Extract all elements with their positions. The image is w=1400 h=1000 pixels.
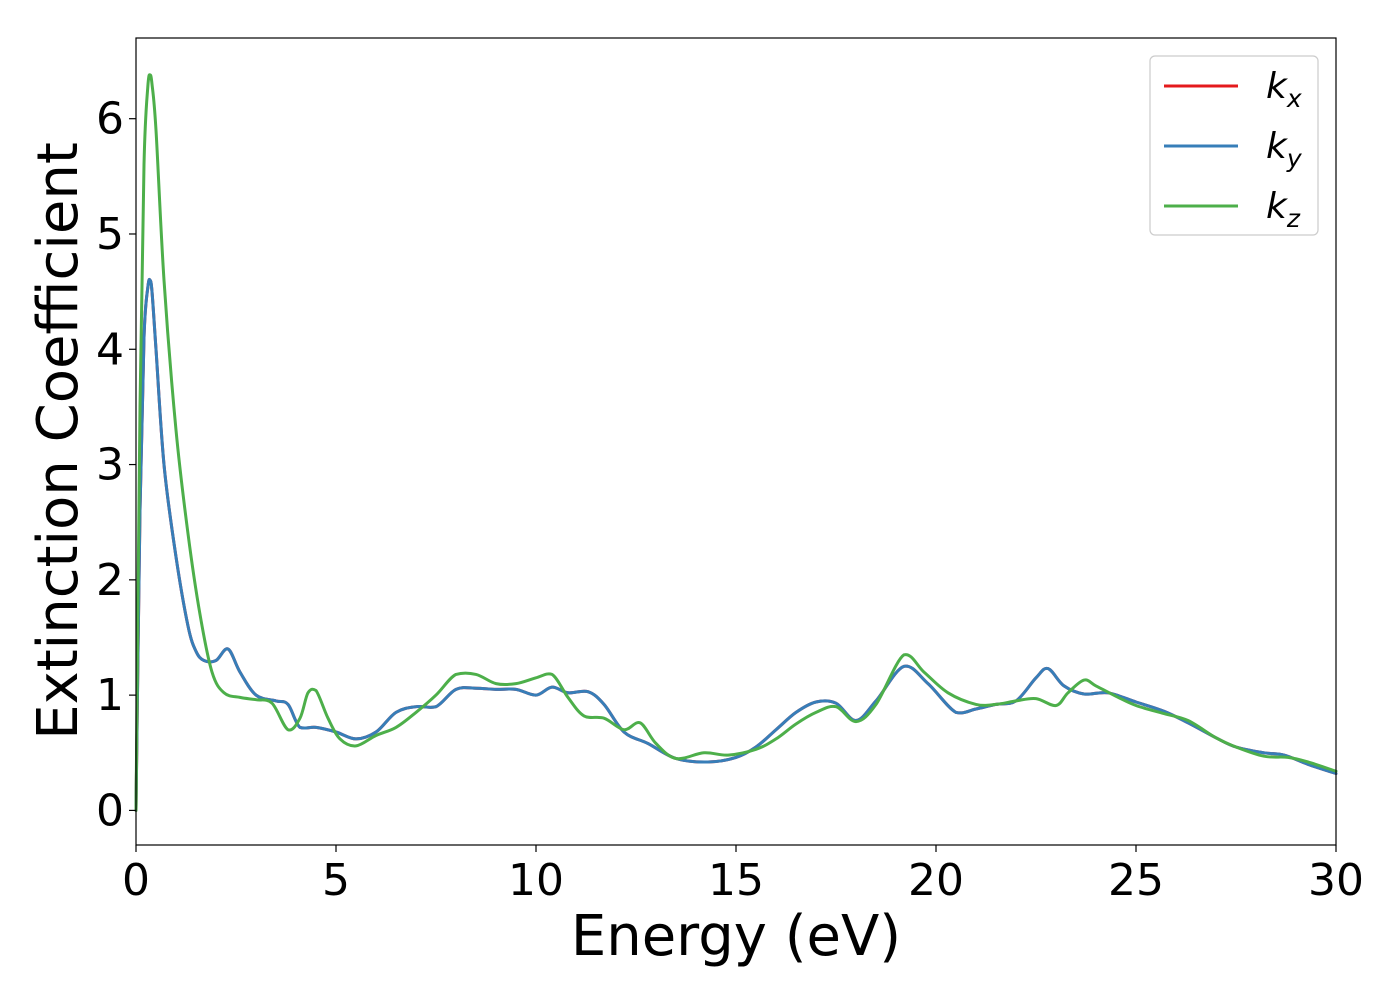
x-tick-label: 0 [122,855,150,906]
legend-label-base: k [1266,66,1289,107]
legend-label-kz: kz [1266,186,1301,233]
x-tick-label: 30 [1308,855,1364,906]
x-axis-ticks: 0 5 10 15 20 25 30 [122,845,1364,906]
x-tick-label: 25 [1108,855,1164,906]
x-tick-label: 10 [508,855,564,906]
y-axis-title: Extinction Coefficient [26,142,91,740]
y-axis-ticks: 0 1 2 3 4 5 6 [96,94,136,836]
legend-label-base: k [1266,186,1289,227]
series-line-kz [134,73,1338,812]
y-tick-label: 5 [96,209,124,260]
y-tick-label: 0 [96,785,124,836]
y-tick-label: 2 [96,555,124,606]
y-tick-label: 3 [96,440,124,491]
x-tick-label: 15 [708,855,764,906]
legend-label-subscript: z [1286,204,1301,233]
legend-label-subscript: x [1286,84,1302,113]
legend-label-subscript: y [1286,144,1303,173]
y-tick-label: 6 [96,94,124,145]
legend-label-kx: kx [1266,66,1302,113]
x-axis-title: Energy (eV) [571,904,901,969]
y-tick-label: 4 [96,324,124,375]
plot-area [136,38,1336,845]
y-tick-label: 1 [96,670,124,721]
series-layer [134,73,1338,812]
legend-label-base: k [1266,126,1289,167]
series-line-ky [134,277,1338,812]
x-tick-label: 20 [908,855,964,906]
x-tick-label: 5 [322,855,350,906]
legend-label-ky: ky [1266,126,1303,173]
